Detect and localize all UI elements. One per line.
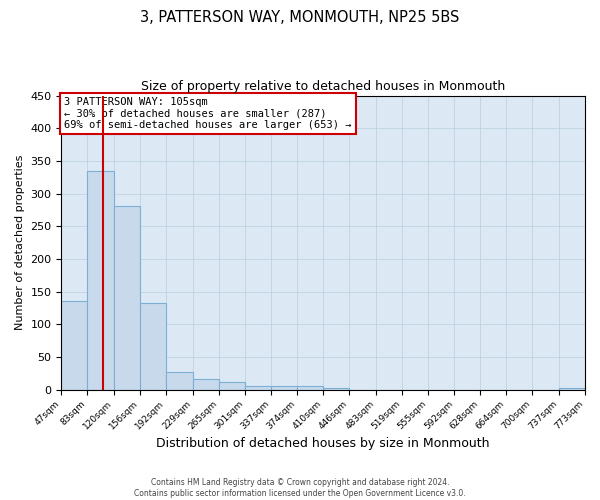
X-axis label: Distribution of detached houses by size in Monmouth: Distribution of detached houses by size … bbox=[157, 437, 490, 450]
Bar bbox=[88, 170, 114, 390]
Bar bbox=[218, 382, 245, 390]
Bar bbox=[245, 386, 271, 390]
Bar bbox=[140, 302, 166, 390]
Bar bbox=[271, 386, 297, 390]
Title: Size of property relative to detached houses in Monmouth: Size of property relative to detached ho… bbox=[141, 80, 505, 93]
Text: Contains HM Land Registry data © Crown copyright and database right 2024.
Contai: Contains HM Land Registry data © Crown c… bbox=[134, 478, 466, 498]
Bar bbox=[114, 206, 140, 390]
Y-axis label: Number of detached properties: Number of detached properties bbox=[15, 155, 25, 330]
Bar bbox=[166, 372, 193, 390]
Bar bbox=[193, 379, 218, 390]
Bar bbox=[323, 388, 349, 390]
Text: 3 PATTERSON WAY: 105sqm
← 30% of detached houses are smaller (287)
69% of semi-d: 3 PATTERSON WAY: 105sqm ← 30% of detache… bbox=[64, 97, 352, 130]
Bar bbox=[297, 386, 323, 390]
Bar bbox=[61, 302, 88, 390]
Text: 3, PATTERSON WAY, MONMOUTH, NP25 5BS: 3, PATTERSON WAY, MONMOUTH, NP25 5BS bbox=[140, 10, 460, 25]
Bar bbox=[559, 388, 585, 390]
